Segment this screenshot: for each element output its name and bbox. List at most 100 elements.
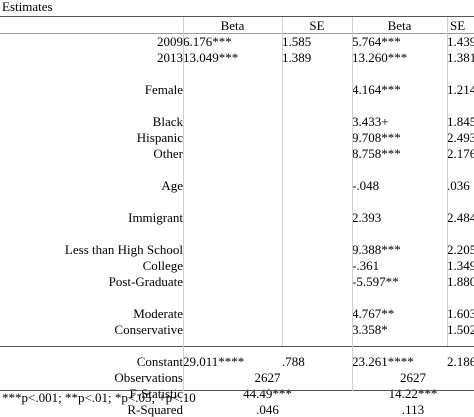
beta-model1 — [183, 337, 282, 353]
beta-model2 — [352, 225, 447, 241]
se-model2 — [447, 65, 474, 81]
se-model1 — [282, 209, 352, 225]
stat-value-model2: .113 — [401, 401, 425, 417]
gridline-col1 — [183, 17, 184, 391]
beta-model1 — [183, 321, 282, 337]
se-model1 — [282, 161, 352, 177]
row-label: Constant — [136, 353, 183, 369]
gridline-col3 — [352, 17, 353, 391]
beta-model2: 5.764*** — [352, 33, 401, 49]
se-model1 — [282, 145, 352, 161]
row-label — [0, 193, 183, 209]
se-model2: 1.214 — [447, 81, 474, 97]
stat-value-model1: 2627 — [254, 369, 281, 385]
row-label: Hispanic — [136, 129, 183, 145]
beta-model1 — [183, 257, 282, 273]
estimates-table: Beta SE Beta SE 2009 6.176*** 1.585 5.764**… — [0, 17, 474, 417]
rule-under-header — [0, 33, 474, 34]
row-label — [0, 161, 183, 177]
stat-value-model2: 14.22*** — [388, 385, 438, 401]
se-model1 — [282, 241, 352, 257]
header-se-model1: SE — [309, 17, 325, 33]
stat-value-model1: 44.49*** — [243, 385, 292, 401]
beta-model2 — [352, 161, 447, 177]
se-model1: 1.389 — [282, 49, 312, 65]
beta-model2: -.361 — [352, 257, 380, 273]
row-label — [0, 97, 183, 113]
beta-model2: 2.393 — [352, 209, 382, 225]
table-row — [0, 161, 474, 177]
beta-model1 — [183, 241, 282, 257]
table-row: Post-Graduate -5.597** 1.880 — [0, 273, 474, 289]
se-model1 — [282, 193, 352, 209]
beta-model2: -5.597** — [352, 273, 399, 289]
stat-label: Observations — [114, 369, 183, 385]
se-model2: 2.205 — [447, 241, 474, 257]
table-row — [0, 225, 474, 241]
se-model2: 2.176 — [447, 145, 474, 161]
row-label: Immigrant — [128, 209, 183, 225]
row-label — [0, 289, 183, 305]
se-model2 — [447, 337, 474, 353]
gridline-col2 — [282, 17, 283, 346]
se-model1 — [282, 225, 352, 241]
header-beta-model2: Beta — [387, 17, 412, 33]
table-caption: Estimates — [2, 0, 53, 14]
se-model1 — [282, 97, 352, 113]
table-row: College -.361 1.349 — [0, 257, 474, 273]
beta-model1 — [183, 81, 282, 97]
beta-model1 — [183, 113, 282, 129]
beta-model1 — [183, 97, 282, 113]
row-label: 2009 — [157, 33, 183, 49]
table-row — [0, 97, 474, 113]
se-model1 — [282, 273, 352, 289]
rule-top — [0, 16, 474, 17]
beta-model1: 29.011**** — [183, 353, 245, 369]
row-label: Moderate — [133, 305, 183, 321]
beta-model2: 8.758*** — [352, 145, 401, 161]
header-blank — [0, 17, 183, 33]
se-model1 — [282, 177, 352, 193]
se-model2 — [447, 97, 474, 113]
se-model1 — [282, 113, 352, 129]
row-label — [0, 337, 183, 353]
beta-model2: 13.260*** — [352, 49, 408, 65]
beta-model1 — [183, 289, 282, 305]
row-label: Female — [144, 81, 183, 97]
beta-model1 — [183, 65, 282, 81]
rule-before-stats — [0, 346, 474, 347]
beta-model1 — [183, 209, 282, 225]
beta-model1 — [183, 193, 282, 209]
beta-model1: 6.176*** — [183, 33, 232, 49]
beta-model1: 13.049*** — [183, 49, 239, 65]
beta-model1 — [183, 273, 282, 289]
header-row: Beta SE Beta SE — [0, 17, 474, 33]
beta-model2 — [352, 65, 447, 81]
table-row — [0, 337, 474, 353]
se-model1 — [282, 337, 352, 353]
significance-footnote: ***p<.001; **p<.01; *p<.05; +p<.10 — [2, 390, 196, 405]
table-row: Conservative 3.358* 1.502 — [0, 321, 474, 337]
gridline-col4 — [447, 17, 448, 346]
beta-model2: 9.708*** — [352, 129, 401, 145]
se-model2: 2.484 — [447, 209, 474, 225]
table-row — [0, 65, 474, 81]
rule-bottom — [0, 390, 474, 391]
beta-model1 — [183, 177, 282, 193]
table-row: Female 4.164*** 1.214 — [0, 81, 474, 97]
row-label: Black — [152, 113, 183, 129]
se-model1 — [282, 81, 352, 97]
se-model2: 1.502 — [447, 321, 474, 337]
stats-row: Observations 2627 2627 — [0, 369, 474, 385]
se-model1 — [282, 257, 352, 273]
row-label — [0, 65, 183, 81]
se-model2: 1.603 — [447, 305, 474, 321]
beta-model2 — [352, 337, 447, 353]
beta-model2: 4.767** — [352, 305, 395, 321]
table-row: Less than High School 9.388*** 2.205 — [0, 241, 474, 257]
table-row: Other 8.758*** 2.176 — [0, 145, 474, 161]
beta-model2 — [352, 193, 447, 209]
table-body: Beta SE Beta SE 2009 6.176*** 1.585 5.764**… — [0, 17, 474, 417]
table-row — [0, 289, 474, 305]
